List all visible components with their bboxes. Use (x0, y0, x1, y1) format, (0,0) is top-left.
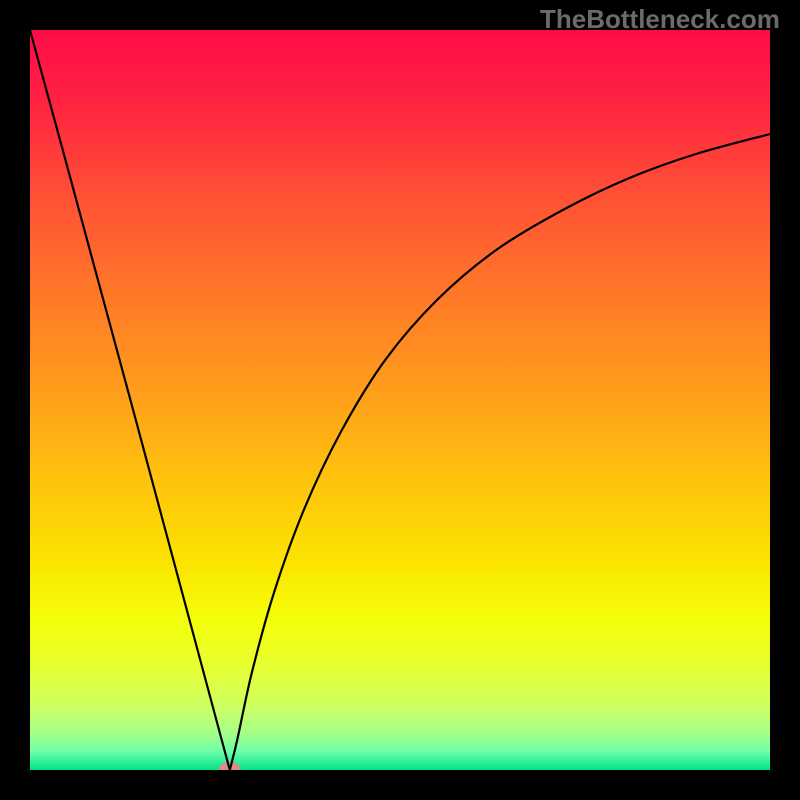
frame-right (770, 0, 800, 800)
plot-background (30, 30, 770, 770)
watermark-text: TheBottleneck.com (540, 4, 780, 35)
bottleneck-chart (0, 0, 800, 800)
frame-left (0, 0, 30, 800)
frame-bottom (0, 770, 800, 800)
